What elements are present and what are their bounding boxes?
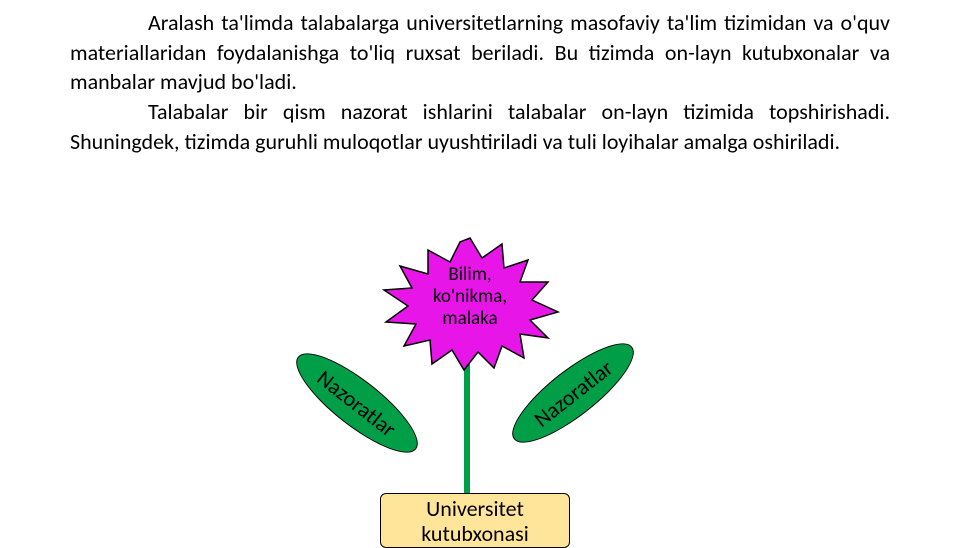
star-line2: ko'nikma,	[433, 285, 507, 308]
body-text: Aralash ta'limda talabalarga universitet…	[70, 8, 890, 156]
starburst: Bilim, ko'nikma, malaka	[390, 250, 550, 360]
star-line1: Bilim,	[448, 263, 491, 286]
star-label: Bilim, ko'nikma, malaka	[390, 264, 550, 330]
paragraph-1: Aralash ta'limda talabalarga universitet…	[70, 8, 890, 97]
base-line2: kutubxonasi	[421, 520, 529, 547]
paragraph-2: Talabalar bir qism nazorat ishlarini tal…	[70, 97, 890, 156]
base-box: Universitet kutubxonasi	[380, 493, 570, 548]
flower-diagram: Bilim, ko'nikma, malaka Nazoratlar Nazor…	[300, 250, 660, 540]
star-line3: malaka	[442, 307, 497, 330]
base-line1: Universitet	[426, 495, 524, 522]
